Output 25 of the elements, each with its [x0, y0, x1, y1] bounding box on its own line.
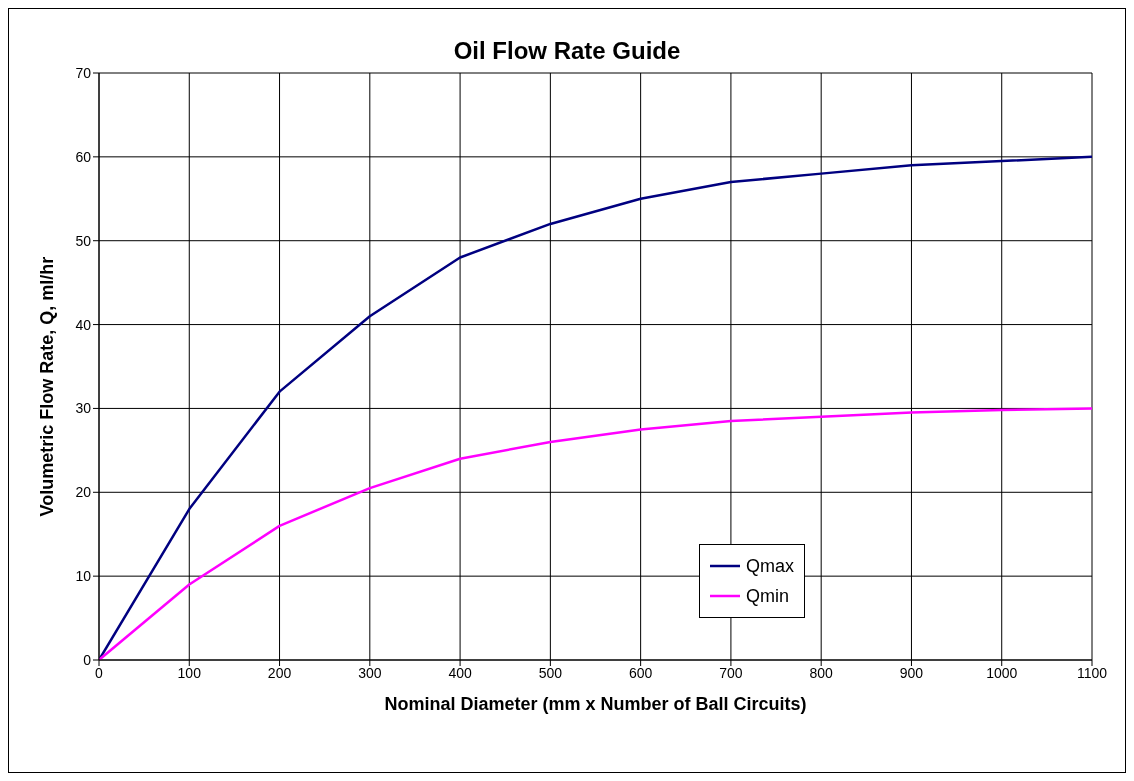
x-tick-label: 400 — [448, 664, 472, 681]
y-tick-label: 0 — [83, 651, 92, 668]
y-tick-label: 20 — [75, 484, 92, 501]
y-tick-label: 40 — [75, 316, 92, 333]
y-tick-label: 60 — [75, 148, 92, 165]
x-tick-label: 0 — [95, 664, 104, 681]
x-tick-label: 100 — [177, 664, 202, 681]
y-axis-title: Volumetric Flow Rate, Q, ml/hr — [37, 256, 58, 517]
x-axis-title: Nominal Diameter (mm x Number of Ball Circuits) — [384, 694, 807, 714]
x-tick-label: 800 — [809, 664, 834, 681]
y-tick-label: 50 — [75, 232, 92, 249]
x-tick-label: 500 — [538, 664, 563, 681]
chart-title: Oil Flow Rate Guide — [452, 37, 682, 65]
x-tick-label: 1000 — [986, 664, 1018, 681]
x-tick-label: 600 — [628, 664, 653, 681]
legend-label: Qmin — [746, 585, 790, 607]
x-tick-label: 900 — [899, 664, 924, 681]
x-tick-label: 300 — [358, 664, 382, 681]
x-tick-label: 1100 — [1076, 664, 1108, 681]
legend-label: Qmax — [746, 555, 795, 577]
y-tick-label: 70 — [75, 64, 92, 81]
x-tick-label: 200 — [267, 664, 292, 681]
y-tick-label: 10 — [75, 568, 92, 585]
x-tick-label: 700 — [719, 664, 743, 681]
y-tick-label: 30 — [75, 400, 92, 417]
